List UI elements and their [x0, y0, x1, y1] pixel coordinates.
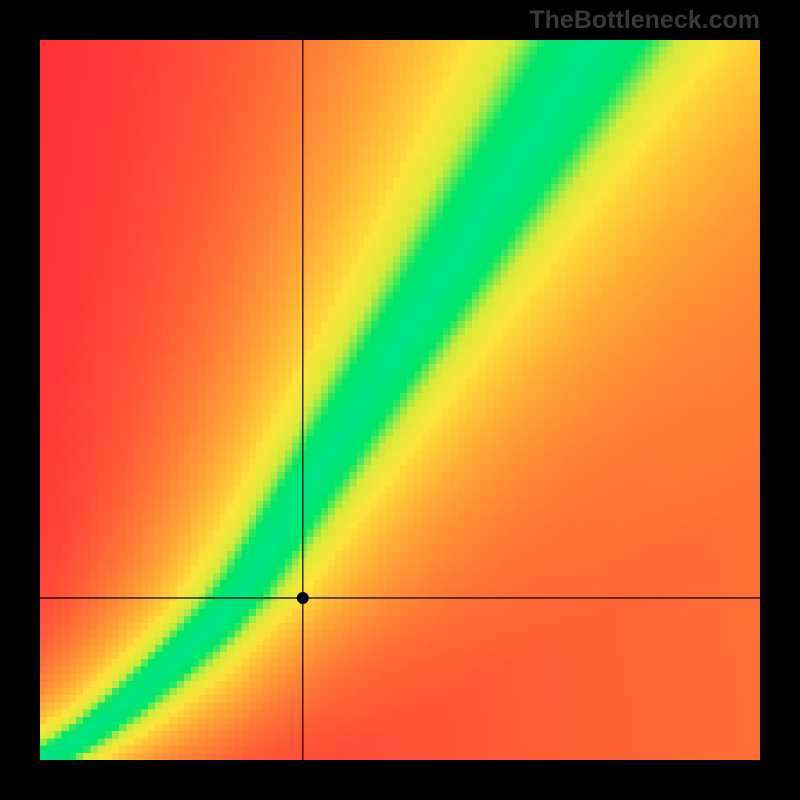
watermark-text: TheBottleneck.com [529, 6, 760, 35]
bottleneck-heatmap [40, 40, 760, 760]
figure-container: TheBottleneck.com [0, 0, 800, 800]
